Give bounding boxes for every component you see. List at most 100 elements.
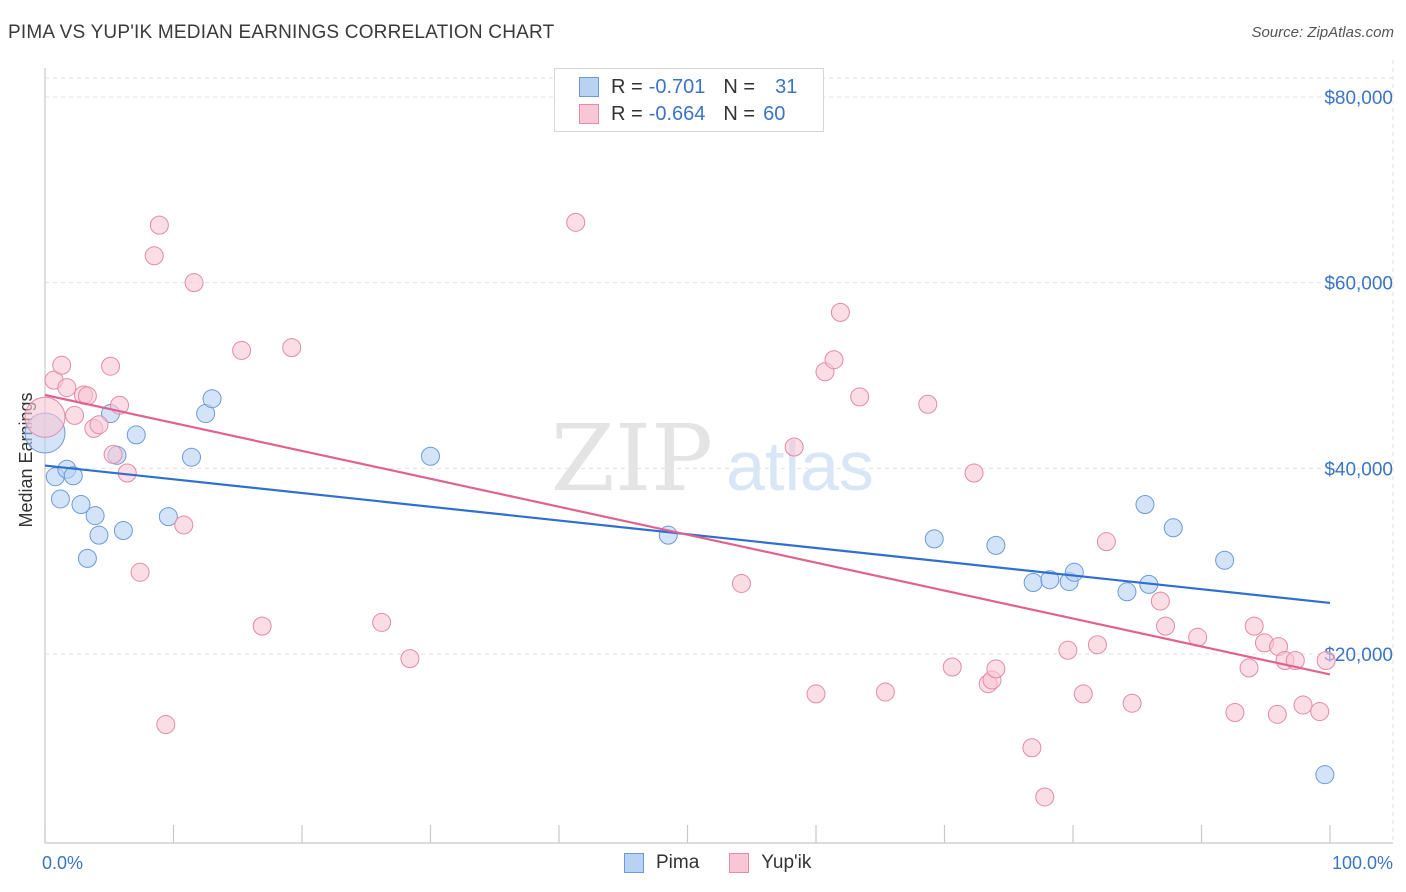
pima-point	[71, 495, 91, 515]
yupik-point	[57, 378, 77, 398]
pima-swatch	[624, 853, 644, 873]
pima-point	[89, 525, 109, 545]
r-label: R =	[611, 102, 643, 125]
yupik-point	[850, 387, 870, 407]
pima-point	[1040, 570, 1060, 590]
x-tick-label-start: 0.0%	[42, 853, 83, 873]
yupik-trend-line	[44, 393, 1331, 676]
yupik-point	[1058, 640, 1078, 660]
yupik-point	[372, 612, 392, 632]
x-tick-labels: 0.0% 100.0%	[42, 853, 1393, 873]
legend-item-yupik: Yup'ik	[729, 852, 811, 874]
r-label: R =	[611, 75, 643, 98]
pima-point	[202, 389, 222, 409]
yupik-point	[24, 396, 66, 438]
r-value: -0.664	[648, 102, 706, 125]
yupik-point	[1310, 702, 1330, 722]
yupik-swatch	[579, 104, 599, 124]
x-tick-label-end: 100.0%	[1332, 853, 1393, 873]
yupik-point	[1316, 650, 1336, 670]
r-value: -0.701	[648, 75, 706, 98]
pima-point	[126, 425, 146, 445]
yupik-swatch	[729, 853, 750, 873]
yupik-point	[830, 302, 850, 322]
yupik-point	[824, 350, 844, 370]
pima-point	[158, 507, 178, 527]
legend-item-pima: Pima	[624, 852, 699, 874]
series-legend: Pima Yup'ik	[624, 852, 841, 874]
yupik-point	[784, 437, 804, 457]
pima-point	[1135, 495, 1155, 515]
yupik-point	[174, 515, 194, 535]
yupik-point	[1239, 658, 1259, 678]
pima-swatch	[579, 77, 599, 97]
pima-point	[77, 548, 97, 568]
pima-point	[1064, 562, 1084, 582]
pima-point	[63, 466, 83, 486]
yupik-point	[1096, 532, 1116, 552]
yupik-point	[400, 649, 420, 669]
pima-point	[181, 447, 201, 467]
yupik-point	[1022, 738, 1042, 758]
source-note: Source: ZipAtlas.com	[1251, 24, 1394, 41]
yupik-point	[252, 616, 272, 636]
yupik-point	[103, 444, 123, 464]
pima-point	[1023, 573, 1043, 593]
yupik-point	[184, 273, 204, 293]
chart-title: PIMA VS YUP'IK MEDIAN EARNINGS CORRELATI…	[8, 22, 555, 43]
watermark-zip: ZIP	[551, 405, 713, 512]
yupik-point	[942, 657, 962, 677]
yupik-point	[1293, 695, 1313, 715]
n-label: N =	[723, 102, 756, 125]
y-tick-labels: $20,000 $40,000 $60,000 $80,000	[1324, 88, 1393, 666]
pima-point	[1315, 765, 1335, 785]
n-value: 31	[775, 75, 798, 98]
yupik-point	[1225, 702, 1245, 722]
yupik-point	[52, 355, 72, 375]
y-tick-label: $20,000	[1324, 645, 1393, 666]
pima-point	[85, 506, 105, 526]
yupik-point	[918, 394, 938, 414]
yupik-point	[806, 684, 826, 704]
yupik-point	[130, 562, 150, 582]
legend-row-yupik: R = -0.664 N = 60	[579, 102, 785, 126]
yupik-point	[232, 340, 252, 360]
yupik-point	[566, 212, 586, 232]
yupik-points	[24, 212, 1336, 807]
stats-legend: R = -0.701 N = 31 R = -0.664 N = 60	[554, 68, 824, 132]
y-tick-label: $60,000	[1324, 274, 1393, 295]
yupik-point	[65, 405, 85, 425]
yupik-point	[1156, 616, 1176, 636]
gridlines	[45, 60, 1394, 843]
n-label: N =	[723, 75, 756, 98]
yupik-point	[1122, 693, 1142, 713]
yupik-point	[282, 338, 302, 358]
y-tick-label: $80,000	[1324, 88, 1393, 109]
yupik-point	[1073, 684, 1093, 704]
watermark: ZIP atlas	[551, 405, 874, 512]
trend-lines	[44, 393, 1331, 676]
legend-row-pima: R = -0.701 N = 31	[579, 75, 797, 99]
yupik-point	[149, 215, 169, 235]
pima-point	[1215, 550, 1235, 570]
pima-point	[113, 521, 133, 541]
yupik-point	[101, 356, 121, 376]
y-tick-label: $40,000	[1324, 459, 1393, 480]
pima-point	[924, 529, 944, 549]
yupik-point	[1087, 635, 1107, 655]
pima-point	[1163, 518, 1183, 538]
pima-point	[50, 489, 70, 509]
yupik-point	[964, 463, 984, 483]
watermark-atlas: atlas	[726, 427, 874, 505]
yupik-point	[1035, 787, 1055, 807]
pima-point	[986, 535, 1006, 555]
n-value: 60	[763, 102, 786, 125]
yupik-point	[156, 715, 176, 735]
yupik-point	[1244, 616, 1264, 636]
yupik-point	[1267, 704, 1287, 724]
legend-label-yupik: Yup'ik	[761, 852, 812, 873]
axes	[44, 68, 1393, 844]
pima-point	[421, 446, 440, 466]
yupik-point	[986, 659, 1006, 679]
